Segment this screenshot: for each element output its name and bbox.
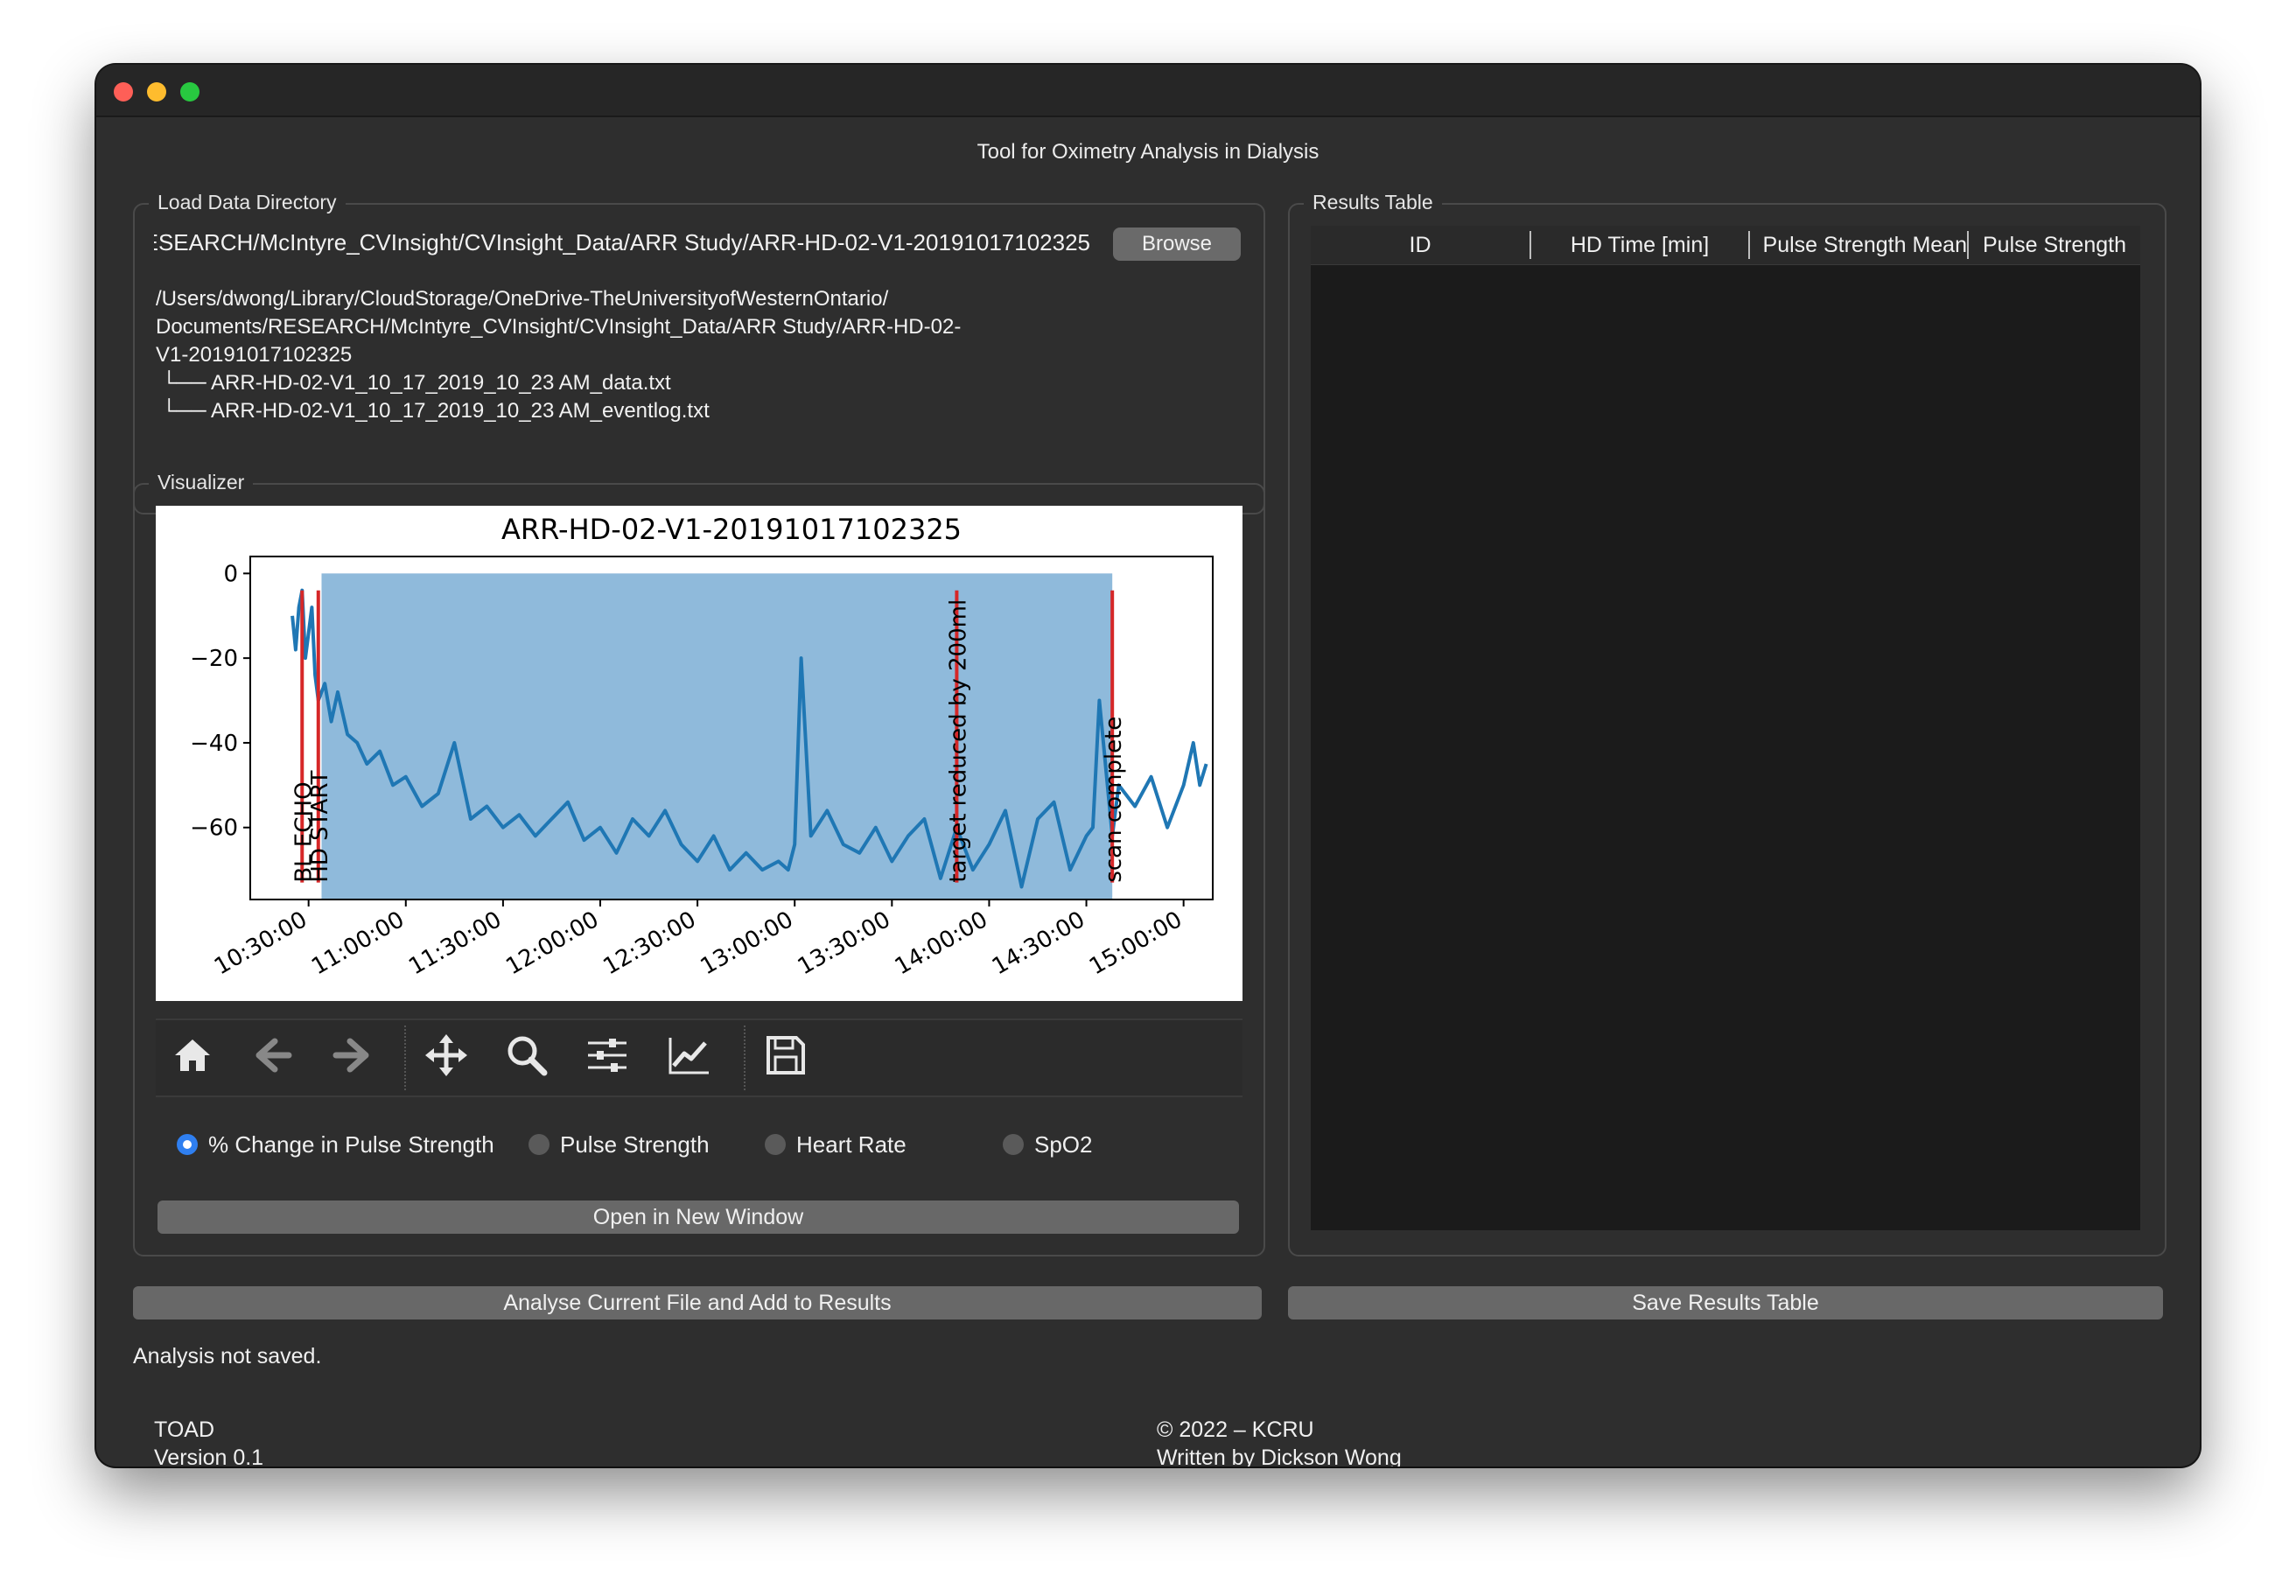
- x-tick-label: 10:30:00: [210, 906, 312, 980]
- column-header-hd-time[interactable]: HD Time [min]: [1570, 233, 1710, 257]
- floppy-disk-icon[interactable]: [761, 1031, 810, 1080]
- radio-indicator: [528, 1134, 550, 1155]
- open-new-window-button[interactable]: Open in New Window: [158, 1200, 1239, 1234]
- title-bar: [96, 65, 2200, 117]
- y-tick-label: 0: [223, 561, 238, 587]
- toolbar-separator: [404, 1026, 406, 1090]
- magnifier-icon[interactable]: [502, 1031, 551, 1080]
- data-type-radio-group: % Change in Pulse Strength Pulse Strengt…: [156, 1127, 1242, 1162]
- arrow-right-icon[interactable]: [327, 1031, 376, 1080]
- radio-label: Pulse Strength: [560, 1130, 710, 1158]
- x-tick-label: 11:30:00: [404, 906, 506, 980]
- analyse-button[interactable]: Analyse Current File and Add to Results: [133, 1286, 1262, 1320]
- table-header: ID HD Time [min] Pulse Strength Mean Pul…: [1311, 226, 2140, 265]
- y-tick-label: −60: [190, 816, 238, 842]
- app-title: Tool for Oximetry Analysis in Dialysis: [976, 140, 1320, 164]
- column-divider: [1530, 231, 1531, 259]
- author-text: Written by Dickson Wong: [1157, 1446, 1402, 1466]
- footer-app-info: TOAD Version 0.1: [154, 1416, 263, 1466]
- app-window: Tool for Oximetry Analysis in Dialysis L…: [96, 65, 2200, 1466]
- plot-toolbar: [156, 1018, 1242, 1097]
- axes-frame: [249, 556, 1214, 900]
- copyright-text: © 2022 – KCRU: [1157, 1418, 1314, 1442]
- radio-pulse-strength[interactable]: Pulse Strength: [528, 1127, 710, 1162]
- event-label: BL ECHO: [290, 781, 317, 882]
- visualizer-group: Visualizer ARR-HD-02-V1-20191017102325 BL…: [133, 471, 1265, 1256]
- x-tick-label: 12:30:00: [598, 906, 700, 980]
- load-data-group: Load Data Directory /Users/dwong/Library…: [133, 191, 1265, 514]
- close-window-button[interactable]: [114, 82, 133, 102]
- results-table[interactable]: ID HD Time [min] Pulse Strength Mean Pul…: [1311, 226, 2140, 1230]
- series-line: [290, 588, 1208, 889]
- x-tick-label: 14:00:00: [891, 906, 992, 980]
- column-header-pulse-strength[interactable]: Pulse Strength: [1983, 233, 2126, 257]
- column-header-id[interactable]: ID: [1409, 233, 1432, 257]
- x-tick-label: 14:30:00: [988, 906, 1089, 980]
- visualizer-group-title: Visualizer: [149, 471, 254, 494]
- home-icon[interactable]: [168, 1031, 217, 1080]
- column-divider: [1967, 231, 1969, 259]
- event-label: HD START: [307, 770, 333, 882]
- plot-canvas[interactable]: ARR-HD-02-V1-20191017102325 BL ECHO HD STA…: [156, 506, 1242, 1001]
- move-icon[interactable]: [422, 1031, 471, 1080]
- app-version: Version 0.1: [154, 1446, 264, 1466]
- status-text: Analysis not saved.: [133, 1344, 322, 1368]
- radio-label: SpO2: [1034, 1130, 1093, 1158]
- event-label: scan complete: [1101, 717, 1127, 883]
- tree-file-eventlog: └── ARR-HD-02-V1_10_17_2019_10_23 AM_eve…: [156, 399, 710, 423]
- radio-indicator: [1003, 1134, 1024, 1155]
- x-tick-label: 13:00:00: [696, 906, 798, 980]
- app-name: TOAD: [154, 1418, 214, 1442]
- results-table-group-title: Results Table: [1304, 191, 1442, 214]
- sliders-icon[interactable]: [583, 1031, 632, 1080]
- radio-indicator: [765, 1134, 786, 1155]
- save-results-button[interactable]: Save Results Table: [1288, 1286, 2163, 1320]
- line-chart-icon[interactable]: [665, 1031, 714, 1080]
- y-tick-label: −20: [190, 646, 238, 672]
- x-tick-label: 15:00:00: [1085, 906, 1186, 980]
- load-data-group-title: Load Data Directory: [149, 191, 346, 214]
- radio-percent-change[interactable]: % Change in Pulse Strength: [177, 1127, 494, 1162]
- tree-line: /Users/dwong/Library/CloudStorage/OneDri…: [156, 287, 889, 311]
- results-table-group: Results Table ID HD Time [min] Pulse Str…: [1288, 191, 2166, 1256]
- column-header-pulse-strength-mean[interactable]: Pulse Strength Mean: [1762, 233, 1967, 257]
- arrow-left-icon[interactable]: [248, 1031, 298, 1080]
- radio-label: % Change in Pulse Strength: [208, 1130, 494, 1158]
- radio-indicator: [177, 1134, 198, 1155]
- radio-spo2[interactable]: SpO2: [1003, 1127, 1093, 1162]
- radio-label: Heart Rate: [796, 1130, 906, 1158]
- y-tick-label: −40: [190, 731, 238, 757]
- footer-credits: © 2022 – KCRU Written by Dickson Wong: [1157, 1416, 1402, 1466]
- tree-line: Documents/RESEARCH/McIntyre_CVInsight/CV…: [156, 315, 962, 339]
- x-tick-label: 12:00:00: [501, 906, 603, 980]
- x-tick-label: 13:30:00: [794, 906, 895, 980]
- shaded-region: [321, 573, 1113, 900]
- directory-path-input[interactable]: /Users/dwong/Library/CloudStorage/OneDri…: [154, 229, 1090, 256]
- browse-button[interactable]: Browse: [1113, 228, 1241, 261]
- tree-file-data: └── ARR-HD-02-V1_10_17_2019_10_23 AM_dat…: [156, 371, 671, 395]
- zoom-window-button[interactable]: [180, 82, 200, 102]
- column-divider: [1748, 231, 1750, 259]
- minimize-window-button[interactable]: [147, 82, 166, 102]
- chart-title: ARR-HD-02-V1-20191017102325: [501, 513, 962, 546]
- radio-heart-rate[interactable]: Heart Rate: [765, 1127, 906, 1162]
- toolbar-separator: [744, 1026, 746, 1090]
- tree-line: V1-20191017102325: [156, 343, 353, 367]
- event-label: target reduced by 200ml: [945, 599, 971, 883]
- directory-tree: /Users/dwong/Library/CloudStorage/OneDri…: [156, 285, 961, 425]
- x-tick-label: 11:00:00: [307, 906, 409, 980]
